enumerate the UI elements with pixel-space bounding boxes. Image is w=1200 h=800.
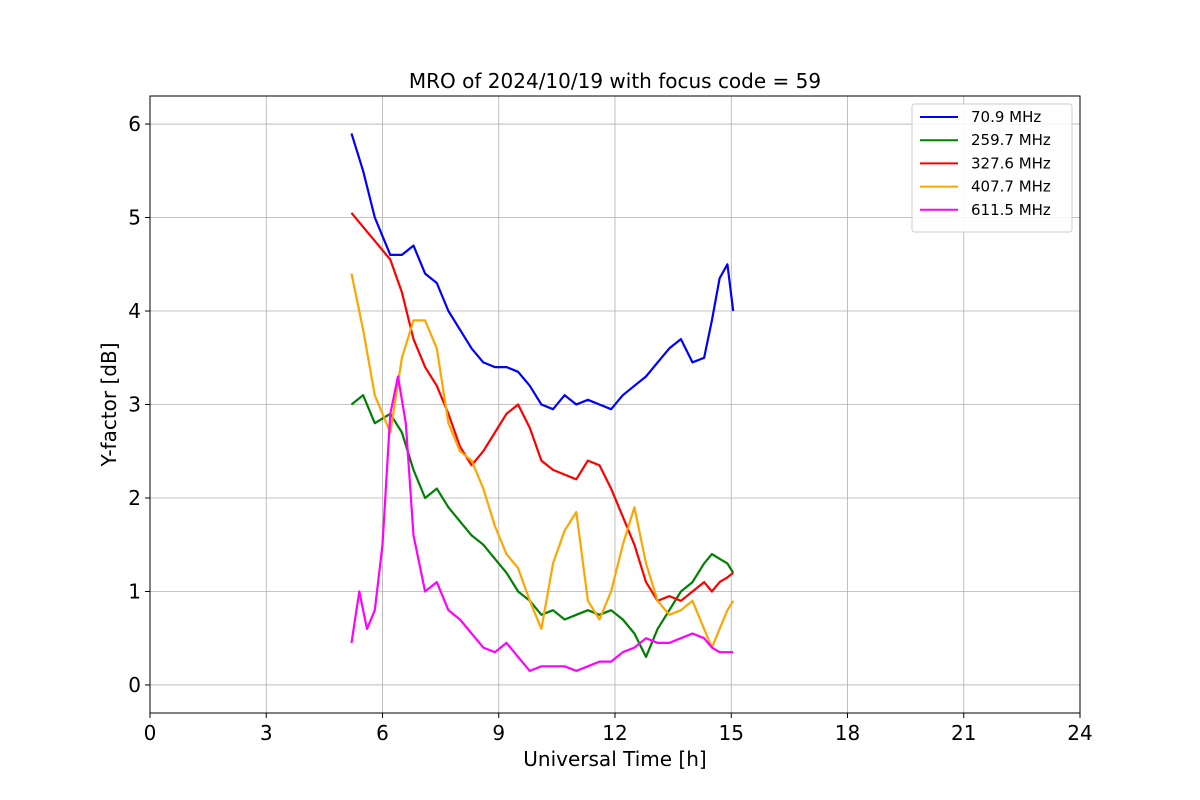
y-tick-label: 5 (128, 206, 141, 230)
y-tick-label: 1 (128, 579, 141, 603)
x-axis: 0 3 6 9 12 15 18 21 24 (144, 713, 1093, 745)
y-tick-label: 4 (128, 299, 141, 323)
x-tick-label: 0 (144, 721, 157, 745)
series-line-4 (350, 273, 735, 649)
x-axis-label: Universal Time [h] (523, 747, 706, 771)
legend-label: 611.5 MHz (971, 201, 1051, 219)
y-tick-label: 0 (128, 673, 141, 697)
legend-box (911, 103, 1073, 233)
legend: 70.9 MHz 259.7 MHz 327.6 MHz 407.7 MHz 611.5… (911, 103, 1073, 233)
series-line-3 (350, 212, 734, 602)
legend-label: 327.6 MHz (971, 154, 1051, 172)
y-axis-label: Y-factor [dB] (97, 342, 121, 467)
x-tick-label: 24 (1067, 721, 1092, 745)
series-line-2 (350, 394, 735, 659)
x-tick-label: 6 (376, 721, 389, 745)
series-line-1 (350, 133, 735, 411)
x-tick-label: 18 (835, 721, 860, 745)
legend-label: 407.7 MHz (971, 178, 1051, 196)
x-tick-label: 9 (492, 721, 505, 745)
plot-area (350, 133, 735, 673)
x-tick-label: 12 (602, 721, 627, 745)
legend-label: 70.9 MHz (971, 108, 1041, 126)
y-axis: 0 1 2 3 4 5 6 (128, 112, 150, 697)
series-line-5 (350, 375, 734, 673)
y-tick-label: 2 (128, 486, 141, 510)
legend-label: 259.7 MHz (971, 131, 1051, 149)
x-tick-label: 21 (951, 721, 976, 745)
x-tick-label: 3 (260, 721, 273, 745)
y-tick-label: 6 (128, 112, 141, 136)
x-tick-label: 15 (719, 721, 744, 745)
y-tick-label: 3 (128, 393, 141, 417)
chart-title: MRO of 2024/10/19 with focus code = 59 (409, 69, 821, 93)
